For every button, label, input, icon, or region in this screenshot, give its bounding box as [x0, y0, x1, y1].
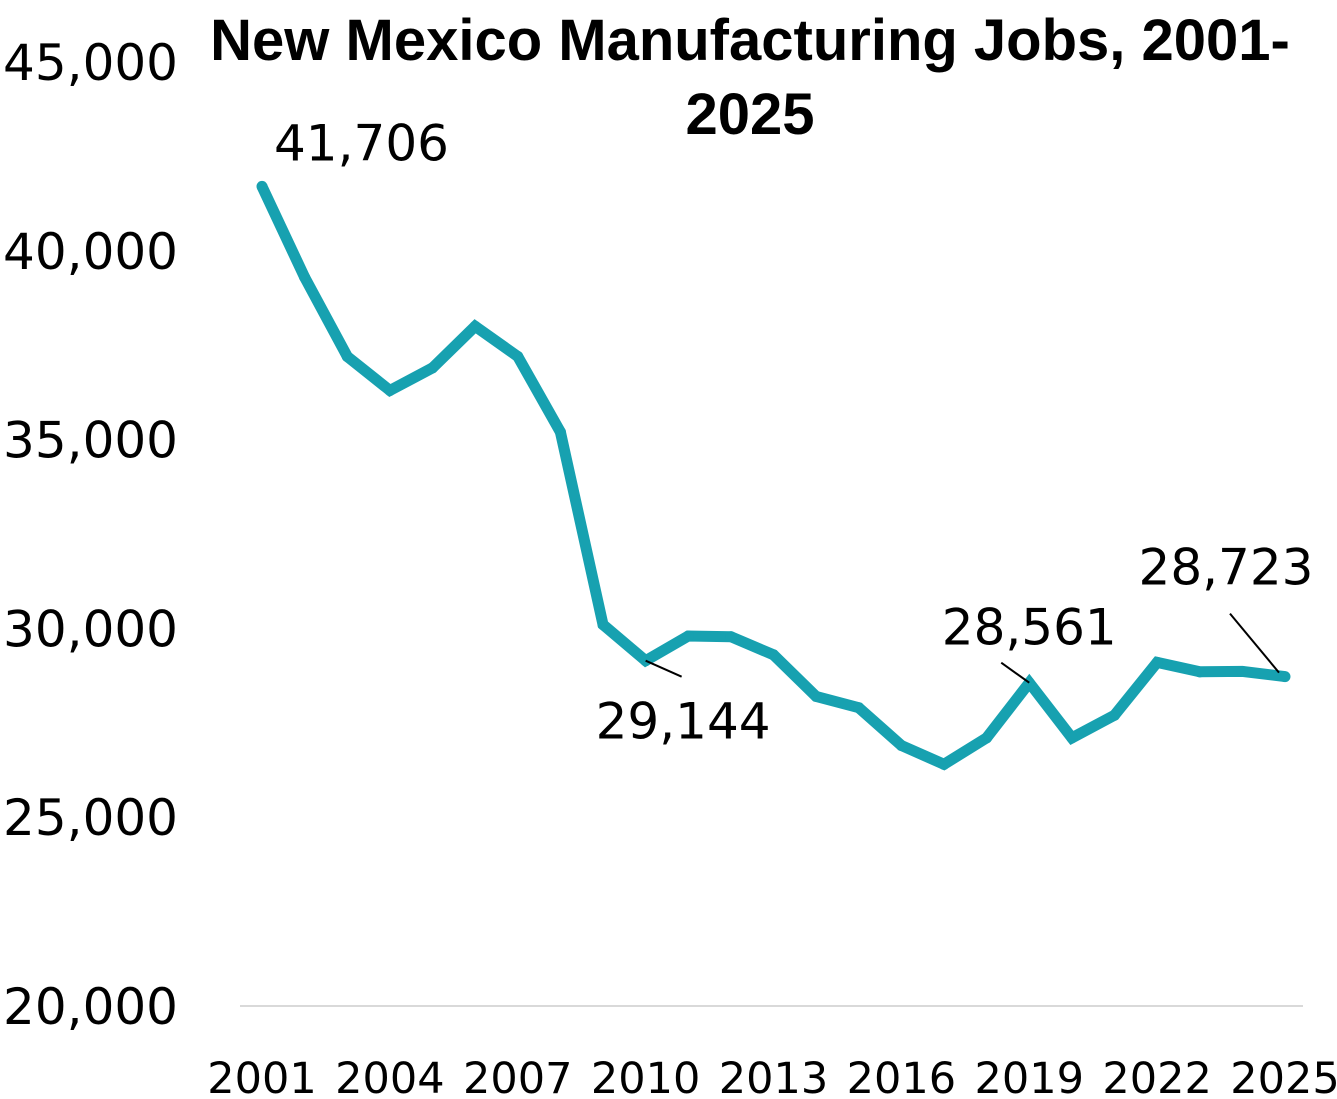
- y-tick-label: 25,000: [3, 789, 178, 847]
- y-tick-label: 20,000: [3, 978, 178, 1036]
- data-point: [682, 630, 694, 642]
- data-point: [299, 271, 311, 283]
- data-point: [725, 631, 737, 643]
- data-point: [768, 649, 779, 661]
- x-tick-label: 2019: [975, 1054, 1084, 1099]
- data-point: [1109, 709, 1120, 721]
- data-point: [895, 739, 907, 751]
- chart-title: New Mexico Manufacturing Jobs, 2001-2025: [210, 8, 1290, 147]
- data-point: [469, 320, 481, 332]
- data-point: [981, 732, 993, 744]
- y-tick-label: 35,000: [3, 412, 178, 470]
- y-tick-label: 30,000: [3, 600, 178, 658]
- x-tick-label: 2001: [207, 1054, 316, 1099]
- y-axis-ticks: 20,000 25,000 30,000 35,000 40,000 45,000: [3, 34, 178, 1036]
- data-point: [256, 180, 268, 192]
- data-point: [554, 426, 566, 438]
- data-point: [1279, 671, 1291, 683]
- data-point: [597, 619, 609, 631]
- data-point: [938, 758, 950, 770]
- x-axis-ticks: 2001 2004 2007 2010 2013 2016 2019 2022 2025: [207, 1054, 1337, 1099]
- x-tick-label: 2010: [591, 1054, 700, 1099]
- data-label: 41,706: [274, 114, 449, 172]
- data-point: [512, 351, 524, 363]
- x-tick-label: 2004: [335, 1054, 444, 1099]
- data-point: [1066, 732, 1078, 744]
- x-tick-label: 2013: [719, 1054, 828, 1099]
- data-point: [1236, 665, 1248, 677]
- x-tick-label: 2022: [1102, 1054, 1211, 1099]
- data-label: 29,144: [596, 693, 771, 751]
- x-tick-label: 2007: [463, 1054, 572, 1099]
- series-layer: [256, 180, 1291, 771]
- data-point: [810, 690, 822, 702]
- y-tick-label: 40,000: [3, 223, 178, 281]
- data-point: [1194, 666, 1206, 678]
- data-labels: 41,706 29,144 28,561 28,723: [274, 114, 1313, 750]
- x-tick-label: 2016: [847, 1054, 956, 1099]
- data-point: [1151, 656, 1163, 668]
- leader-line: [645, 659, 683, 678]
- data-point: [427, 362, 438, 374]
- y-tick-label: 45,000: [3, 34, 178, 92]
- data-point: [384, 385, 396, 397]
- data-label: 28,561: [942, 599, 1117, 657]
- data-point: [341, 351, 353, 363]
- data-label: 28,723: [1139, 539, 1314, 597]
- leader-line: [1229, 612, 1280, 674]
- data-point: [853, 702, 865, 714]
- series-line: [257, 184, 1286, 771]
- leader-line: [1000, 661, 1030, 684]
- x-tick-label: 2025: [1230, 1054, 1337, 1099]
